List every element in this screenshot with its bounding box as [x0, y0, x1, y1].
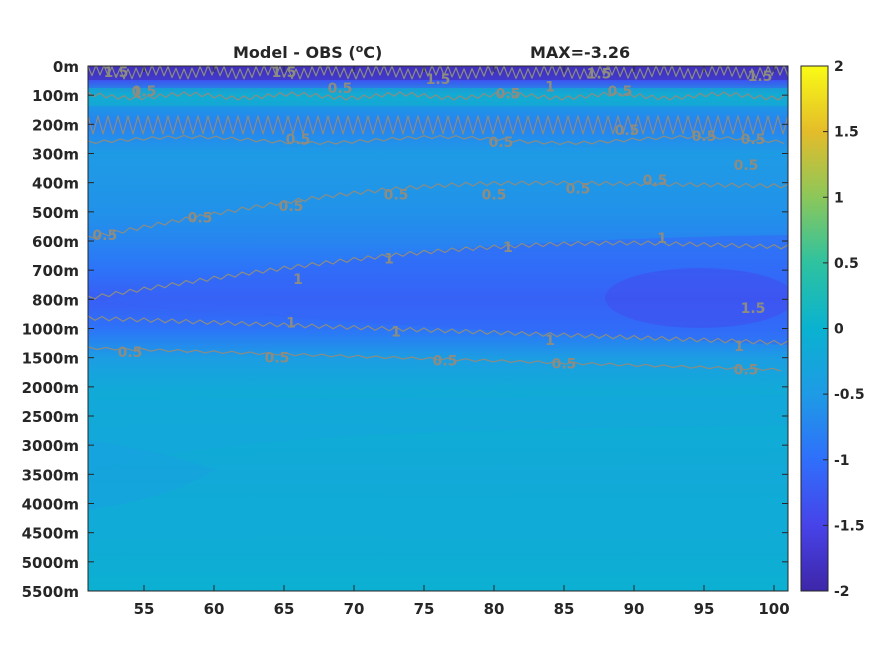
y-tick-label: 5500m — [22, 583, 79, 601]
contour-label: 1.5 — [741, 301, 766, 317]
x-tick-label: 80 — [484, 600, 505, 618]
y-tick-label: 500m — [32, 204, 79, 222]
x-tick-label: 100 — [758, 600, 789, 618]
y-tick-label: 400m — [32, 175, 79, 193]
contour-label: 0.5 — [552, 357, 577, 373]
colorbar-tick-label: -0.5 — [834, 387, 865, 403]
contour-label: 1 — [384, 252, 394, 268]
contour-label: 1 — [545, 79, 555, 95]
y-tick-label: 3500m — [22, 466, 79, 484]
contour-label: 0.5 — [265, 351, 290, 367]
contour-lower-1 — [88, 315, 788, 346]
contour-label: 0.5 — [188, 211, 213, 227]
x-tick-label: 60 — [204, 600, 225, 618]
x-tick-label: 65 — [274, 600, 295, 618]
y-tick-label: 700m — [32, 262, 79, 280]
contour-label: 0.5 — [286, 132, 311, 148]
x-tick-label: 70 — [344, 600, 365, 618]
y-tick-label: 2500m — [22, 408, 79, 426]
chart-max-label: MAX=-3.26 — [530, 43, 630, 62]
colorbar-tick-label: 1.5 — [834, 125, 859, 141]
y-tick-label: 5000m — [22, 554, 79, 572]
contour-label: 0.5 — [328, 81, 353, 97]
contour-labels: 1.511.5 1.5 1.5 1.50.5 0.5 0.5 1 0.50.5 0.50.5 0.… — [92, 65, 773, 378]
contour-label: 1 — [503, 240, 513, 256]
contour-label: 0.5 — [92, 228, 117, 244]
colorbar-tick-label: 2 — [834, 59, 844, 75]
contour-label: 0.5 — [615, 123, 640, 139]
contour-label: 1 — [545, 333, 555, 349]
y-tick-label: 4500m — [22, 525, 79, 543]
y-tick-label: 4000m — [22, 496, 79, 514]
contour-surface-1 — [88, 66, 788, 80]
contour-label: 0.5 — [279, 199, 304, 215]
contour-label: 1 — [293, 272, 303, 288]
y-tick-label: 800m — [32, 291, 79, 309]
y-tick-label: 300m — [32, 146, 79, 164]
contour-label: 1.5 — [272, 65, 297, 81]
contour-label: 1 — [657, 231, 667, 247]
y-tick-label: 0m — [53, 58, 79, 76]
y-tick-label: 1000m — [22, 321, 79, 339]
colorbar-tick-label: -1.5 — [834, 518, 865, 534]
y-tick-label: 2000m — [22, 379, 79, 397]
y-axis: 0m 100m 200m 300m 400m 500m 600m 700m 800m 1000m 1… — [22, 58, 788, 601]
contour-label: 0.5 — [734, 362, 759, 378]
colorbar-tick-label: 0 — [834, 322, 844, 338]
contour-label: 1.5 — [426, 72, 451, 88]
x-tick-label: 75 — [414, 600, 435, 618]
colorbar-tick-label: -2 — [834, 584, 850, 600]
contour-label: 0.5 — [489, 135, 514, 151]
contour-label: 1 — [132, 85, 142, 101]
contour-label: 1.5 — [104, 65, 129, 81]
x-tick-label: 90 — [624, 600, 645, 618]
contour-lower-0p5 — [88, 346, 782, 372]
contour-label: 0.5 — [132, 84, 157, 100]
contour-label: 0.5 — [482, 187, 507, 203]
y-tick-label: 600m — [32, 233, 79, 251]
y-tick-label: 1500m — [22, 350, 79, 368]
contour-200m — [88, 115, 788, 135]
x-tick-label: 95 — [694, 600, 715, 618]
contour-label: 0.5 — [496, 87, 521, 103]
heatmap-plot-area: 1.511.5 1.5 1.5 1.50.5 0.5 0.5 1 0.50.5 0.50.5 0.… — [88, 65, 788, 591]
chart-title: Model - OBS (oC) — [233, 42, 382, 62]
field-overlays — [88, 66, 788, 510]
contour-label: 0.5 — [741, 132, 766, 148]
contour-label: 0.5 — [118, 345, 143, 361]
contour-label: 0.5 — [384, 187, 409, 203]
deep-west-patch — [88, 440, 215, 510]
contour-lines — [88, 66, 788, 372]
colorbar-tick-label: -1 — [834, 453, 850, 469]
contour-250m — [88, 134, 785, 146]
colorbar-axis: 2 1.5 1 0.5 0 -0.5 -1 -1.5 -2 — [823, 59, 865, 600]
cold-core-patch — [605, 268, 788, 328]
x-tick-label: 85 — [554, 600, 575, 618]
contour-surface-2 — [88, 91, 785, 101]
x-tick-label: 55 — [134, 600, 155, 618]
contour-label: 1.5 — [587, 66, 612, 82]
y-tick-label: 3000m — [22, 437, 79, 455]
contour-label: 0.5 — [692, 129, 717, 145]
cold-core-band — [88, 235, 788, 345]
contour-label: 1.5 — [748, 69, 773, 85]
contour-label: 0.5 — [643, 173, 668, 189]
y-tick-label: 200m — [32, 116, 79, 134]
contour-label: 1 — [286, 316, 296, 332]
contour-label: 0.5 — [566, 182, 591, 198]
contour-upper-0p5 — [88, 180, 788, 240]
colorbar-tick-label: 0.5 — [834, 256, 859, 272]
colorbar-tick-label: 1 — [834, 190, 844, 206]
x-axis: 55 60 65 70 75 80 85 90 95 100 — [134, 66, 790, 618]
contour-label: 1 — [391, 324, 401, 340]
contour-label: 0.5 — [433, 354, 458, 370]
contour-label: 0.5 — [734, 158, 759, 174]
y-tick-label: 100m — [32, 87, 79, 105]
contour-label: 0.5 — [608, 84, 633, 100]
deep-transition-layer — [88, 395, 788, 470]
contour-label: 1 — [734, 339, 744, 355]
contour-upper-1 — [88, 240, 788, 300]
